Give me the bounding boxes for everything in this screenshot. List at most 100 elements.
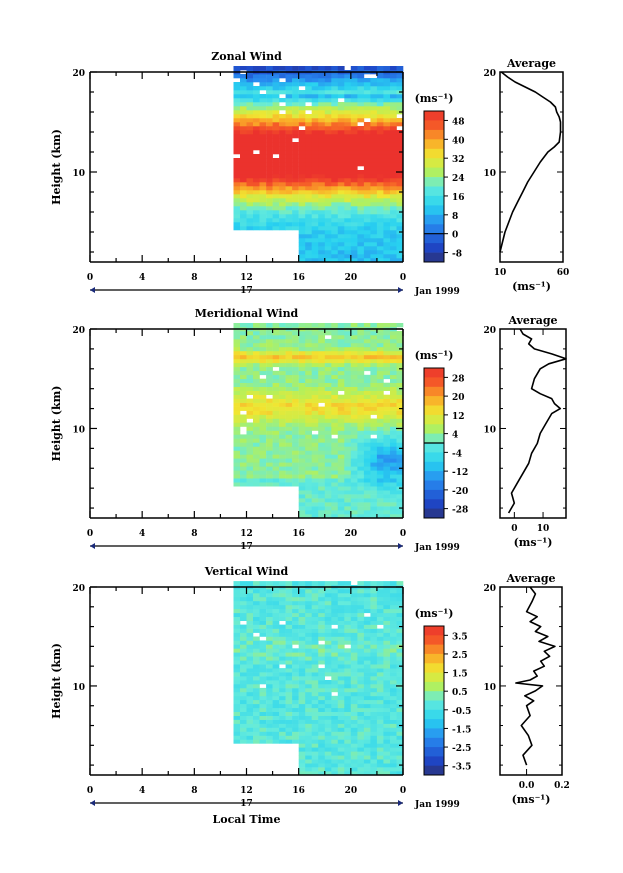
heatmap-cell [370, 494, 378, 499]
heatmap-cell [331, 470, 339, 475]
heatmap-cell [240, 462, 247, 467]
heatmap-cell [266, 331, 273, 336]
heatmap-cell [266, 660, 273, 665]
heatmap-cell [363, 458, 371, 463]
heatmap-cell [305, 680, 312, 685]
heatmap-cell [305, 226, 312, 231]
heatmap-cell [311, 735, 319, 740]
heatmap-cell [357, 202, 365, 207]
heatmap-cell [376, 142, 384, 147]
heatmap-cell [246, 731, 254, 736]
heatmap-cell [279, 354, 286, 360]
heatmap-cell [285, 158, 293, 163]
heatmap-cell [370, 78, 378, 83]
heatmap-cell [337, 454, 345, 459]
heatmap-cell [279, 624, 286, 629]
heatmap-cell [396, 338, 404, 344]
heatmap-cell [240, 604, 247, 610]
heatmap-cell [331, 592, 339, 598]
heatmap-cell [363, 648, 371, 653]
heatmap-cell [376, 723, 384, 728]
heatmap-cell [363, 490, 371, 495]
heatmap-cell [279, 589, 286, 594]
y-tick-label: 20 [72, 584, 85, 594]
heatmap-cell [259, 624, 267, 629]
colorbar-tick-label: -1.5 [452, 725, 471, 735]
heatmap-cell [246, 358, 254, 364]
heatmap-cell [292, 656, 299, 661]
heatmap-cell [259, 350, 267, 356]
heatmap-cell [305, 592, 312, 598]
heatmap-cell [292, 648, 299, 653]
heatmap-cell [363, 438, 371, 443]
heatmap-cell [318, 354, 325, 360]
heatmap-cell [324, 190, 332, 195]
heatmap-cell [396, 450, 404, 455]
heatmap-cell [266, 680, 273, 685]
heatmap-cell [311, 727, 319, 732]
heatmap-cell [266, 214, 273, 219]
heatmap-cell [396, 162, 404, 167]
heatmap-cell [344, 142, 352, 147]
heatmap-cell [285, 684, 293, 689]
heatmap-cell [240, 624, 247, 629]
heatmap-cell [344, 763, 352, 768]
heatmap-cell [390, 466, 397, 471]
heatmap-cell [292, 620, 299, 625]
heatmap-cell [246, 608, 254, 614]
heatmap-cell [331, 242, 339, 247]
heatmap-cell [383, 506, 391, 511]
heatmap-cell [240, 418, 247, 423]
heatmap-cell [344, 589, 352, 594]
heatmap-cell [233, 402, 241, 407]
heatmap-cell [233, 166, 241, 171]
heatmap-cell [363, 346, 371, 352]
heatmap-cell [266, 178, 273, 183]
heatmap-cell [259, 362, 267, 368]
colorbar-segment [424, 386, 444, 397]
heatmap-cell [324, 763, 332, 768]
heatmap-cell [305, 636, 312, 641]
heatmap-cell [233, 695, 241, 701]
heatmap-cell [292, 581, 299, 586]
heatmap-cell [396, 470, 404, 475]
heatmap-cell [337, 82, 345, 87]
heatmap-cell [318, 194, 325, 199]
heatmap-cell [337, 258, 345, 263]
heatmap-cell [383, 707, 391, 712]
heatmap-cell [305, 604, 312, 610]
heatmap-cell [266, 106, 273, 111]
heatmap-cell [298, 695, 306, 701]
heatmap-cell [240, 711, 247, 716]
heatmap-cell [370, 250, 378, 255]
heatmap-cell [285, 210, 293, 215]
heatmap-cell [272, 462, 280, 467]
heatmap-cell [331, 170, 339, 175]
heatmap-cell [324, 755, 332, 760]
heatmap-cell [318, 230, 325, 235]
heatmap-cell [259, 114, 267, 119]
heatmap-cell [266, 354, 273, 360]
heatmap-cell [376, 138, 384, 143]
heatmap-cell [383, 684, 391, 689]
heatmap-cell [363, 230, 371, 235]
heatmap-cell [233, 94, 241, 99]
heatmap-cell [240, 78, 247, 83]
heatmap-cell [259, 691, 267, 697]
heatmap-cell [350, 482, 358, 487]
colorbar-tick-label: -4 [452, 449, 462, 459]
heatmap-cell [311, 596, 319, 602]
heatmap-cell [233, 616, 241, 621]
heatmap-cell [350, 106, 358, 111]
heatmap-cell [298, 652, 306, 657]
heatmap-cell [253, 130, 260, 135]
heatmap-cell [272, 478, 280, 483]
heatmap-cell [272, 604, 280, 610]
heatmap-cell [331, 250, 339, 255]
heatmap-cell [324, 374, 332, 380]
heatmap-cell [396, 680, 404, 685]
heatmap-cell [272, 174, 280, 179]
heatmap-cell [246, 719, 254, 724]
